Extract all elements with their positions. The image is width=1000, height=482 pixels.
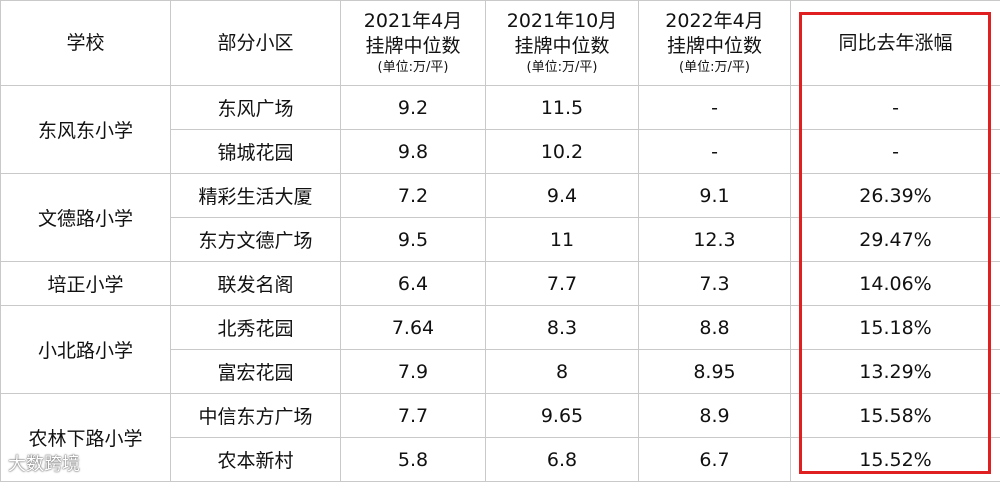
school-cell: 东风东小学 (1, 86, 171, 174)
value-cell: 10.2 (486, 130, 639, 174)
value-cell: 5.8 (341, 438, 486, 482)
value-cell: 8.8 (639, 306, 791, 350)
value-cell: 9.5 (341, 218, 486, 262)
header-unit: (单位:万/平) (639, 59, 790, 77)
school-cell: 文德路小学 (1, 174, 171, 262)
value-cell: 9.8 (341, 130, 486, 174)
value-cell: 7.64 (341, 306, 486, 350)
value-cell: 8.9 (639, 394, 791, 438)
value-cell: 9.1 (639, 174, 791, 218)
watermark: 大数跨境 (8, 450, 80, 476)
value-cell: 12.3 (639, 218, 791, 262)
school-cell: 培正小学 (1, 262, 171, 306)
highlight-box (799, 12, 991, 474)
value-cell: 11 (486, 218, 639, 262)
value-cell: 9.65 (486, 394, 639, 438)
value-cell: 8 (486, 350, 639, 394)
value-cell: 7.2 (341, 174, 486, 218)
value-cell: 6.4 (341, 262, 486, 306)
header-cell: 学校 (1, 1, 171, 86)
community-cell: 农本新村 (171, 438, 341, 482)
value-cell: 7.9 (341, 350, 486, 394)
community-cell: 中信东方广场 (171, 394, 341, 438)
header-cell: 2022年4月挂牌中位数(单位:万/平) (639, 1, 791, 86)
header-cell: 部分小区 (171, 1, 341, 86)
value-cell: - (639, 86, 791, 130)
community-cell: 联发名阁 (171, 262, 341, 306)
header-unit: (单位:万/平) (341, 59, 485, 77)
community-cell: 北秀花园 (171, 306, 341, 350)
header-unit: (单位:万/平) (486, 59, 638, 77)
header-cell: 2021年10月挂牌中位数(单位:万/平) (486, 1, 639, 86)
value-cell: 7.7 (486, 262, 639, 306)
value-cell: 7.7 (341, 394, 486, 438)
header-period: 2022年4月 (639, 9, 790, 34)
value-cell: 8.95 (639, 350, 791, 394)
value-cell: 6.8 (486, 438, 639, 482)
header-metric: 挂牌中位数 (486, 34, 638, 59)
community-cell: 锦城花园 (171, 130, 341, 174)
value-cell: 9.2 (341, 86, 486, 130)
community-cell: 东风广场 (171, 86, 341, 130)
value-cell: 8.3 (486, 306, 639, 350)
school-cell: 小北路小学 (1, 306, 171, 394)
header-metric: 挂牌中位数 (341, 34, 485, 59)
value-cell: 11.5 (486, 86, 639, 130)
header-period: 2021年4月 (341, 9, 485, 34)
header-metric: 挂牌中位数 (639, 34, 790, 59)
community-cell: 精彩生活大厦 (171, 174, 341, 218)
value-cell: 6.7 (639, 438, 791, 482)
community-cell: 东方文德广场 (171, 218, 341, 262)
community-cell: 富宏花园 (171, 350, 341, 394)
value-cell: 7.3 (639, 262, 791, 306)
value-cell: - (639, 130, 791, 174)
header-period: 2021年10月 (486, 9, 638, 34)
value-cell: 9.4 (486, 174, 639, 218)
header-cell: 2021年4月挂牌中位数(单位:万/平) (341, 1, 486, 86)
